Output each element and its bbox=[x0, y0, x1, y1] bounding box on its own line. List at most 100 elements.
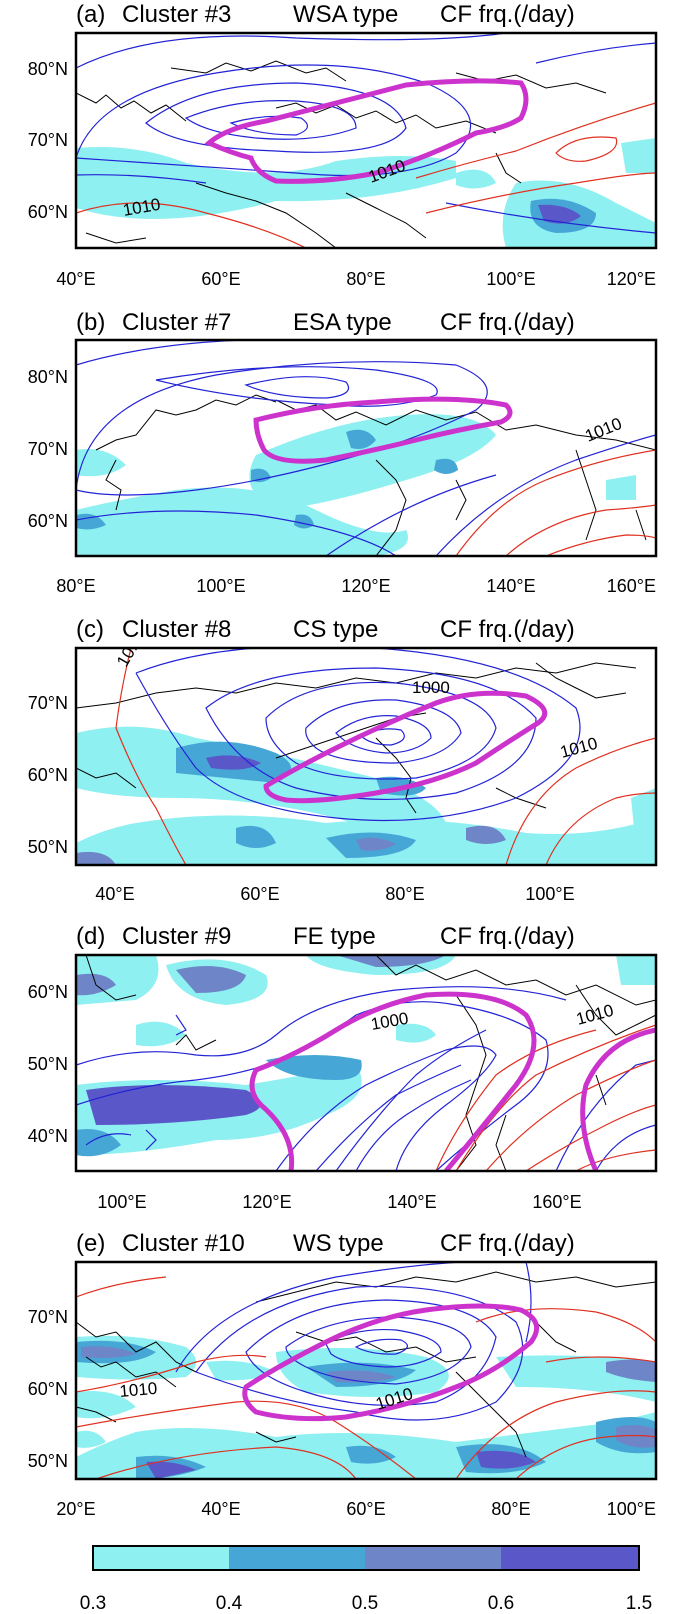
highlight-region-outline bbox=[249, 991, 656, 1171]
panel-a-cluster: Cluster #3 bbox=[122, 1, 231, 28]
lat-label: 60°N bbox=[28, 765, 68, 785]
panel-b-type: ESA type bbox=[293, 309, 392, 336]
low-pressure-isobars bbox=[135, 648, 581, 822]
contour-label: 1010 bbox=[574, 1001, 615, 1029]
lon-label: 20°E bbox=[56, 1499, 95, 1519]
lat-label: 60°N bbox=[28, 511, 68, 531]
lon-label: 100°E bbox=[486, 269, 535, 289]
panel-e-cluster: Cluster #10 bbox=[122, 1230, 245, 1257]
lon-label: 120°E bbox=[242, 1192, 291, 1212]
lon-label: 100°E bbox=[525, 884, 574, 904]
highlight-region-outline bbox=[253, 396, 513, 464]
contour-label: 1010 bbox=[119, 1379, 158, 1401]
lon-label: 100°E bbox=[97, 1192, 146, 1212]
panel-b-tag: (b) bbox=[76, 309, 105, 336]
lon-label: 40°E bbox=[95, 884, 134, 904]
highlight-region-outline bbox=[242, 1303, 540, 1422]
lon-label: 160°E bbox=[607, 576, 656, 596]
panel-a-frame bbox=[74, 31, 658, 250]
cf-frequency-shading bbox=[76, 1335, 656, 1479]
colorbar-tick: 0.6 bbox=[488, 1593, 514, 1614]
lon-label: 80°E bbox=[491, 1499, 530, 1519]
panel-a: (a) Cluster #3 WSA type CF frq.(/day) bbox=[28, 1, 658, 289]
panel-c: (c) Cluster #8 CS type CF frq.(/day) bbox=[28, 616, 658, 904]
high-pressure-isobars bbox=[435, 1024, 656, 1171]
lat-label: 60°N bbox=[28, 202, 68, 222]
lon-label: 140°E bbox=[486, 576, 535, 596]
colorbar-tick: 0.4 bbox=[216, 1593, 243, 1614]
panel-e-frame bbox=[74, 1260, 658, 1481]
panel-e-map: 1010 1010 bbox=[76, 1262, 656, 1479]
panel-c-field: CF frq.(/day) bbox=[440, 616, 575, 643]
panel-d-cluster: Cluster #9 bbox=[122, 923, 231, 950]
lat-label: 70°N bbox=[28, 439, 68, 459]
lat-label: 50°N bbox=[28, 1451, 68, 1471]
panel-b-cluster: Cluster #7 bbox=[122, 309, 231, 336]
lon-label: 80°E bbox=[346, 269, 385, 289]
lon-label: 60°E bbox=[240, 884, 279, 904]
lon-label: 40°E bbox=[56, 269, 95, 289]
lon-label: 120°E bbox=[341, 576, 390, 596]
panel-a-type: WSA type bbox=[293, 1, 398, 28]
lat-label: 70°N bbox=[28, 130, 68, 150]
panel-e-type: WS type bbox=[293, 1230, 384, 1257]
colorbar-tick: 0.3 bbox=[80, 1593, 106, 1614]
panel-b: (b) Cluster #7 ESA type CF frq.(/day) bbox=[28, 309, 658, 596]
lat-label: 80°N bbox=[28, 59, 68, 79]
panel-a-field: CF frq.(/day) bbox=[440, 1, 575, 28]
high-pressure-isobars bbox=[455, 449, 656, 556]
lat-label: 50°N bbox=[28, 1054, 68, 1074]
high-pressure-isobars bbox=[115, 648, 656, 865]
lat-label: 40°N bbox=[28, 1126, 68, 1146]
panel-b-map: 1010 bbox=[76, 340, 656, 556]
colorbar-frame bbox=[92, 1545, 640, 1571]
colorbar-segment bbox=[365, 1546, 501, 1570]
lon-label: 80°E bbox=[385, 884, 424, 904]
low-pressure-isobars bbox=[76, 340, 656, 556]
highlight-region-outline bbox=[263, 690, 548, 804]
lon-label: 80°E bbox=[56, 576, 95, 596]
high-pressure-isobars bbox=[76, 102, 656, 248]
panel-c-map: 1010 1000 1010 bbox=[76, 648, 656, 865]
panel-c-type: CS type bbox=[293, 616, 378, 643]
panel-e-tag: (e) bbox=[76, 1230, 105, 1257]
contour-label: 1000 bbox=[412, 678, 450, 697]
lat-label: 80°N bbox=[28, 367, 68, 387]
panel-d-type: FE type bbox=[293, 923, 376, 950]
low-pressure-isobars bbox=[76, 33, 656, 234]
panel-c-cluster: Cluster #8 bbox=[122, 616, 231, 643]
high-pressure-isobars bbox=[76, 1276, 656, 1479]
panel-b-frame bbox=[74, 338, 658, 558]
panel-d-field: CF frq.(/day) bbox=[440, 923, 575, 950]
lat-label: 70°N bbox=[28, 693, 68, 713]
lon-label: 40°E bbox=[201, 1499, 240, 1519]
panel-c-tag: (c) bbox=[76, 616, 104, 643]
contour-label: 1010 bbox=[558, 734, 599, 762]
cf-frequency-shading bbox=[76, 138, 656, 248]
colorbar: 0.3 0.4 0.5 0.6 1.5 bbox=[80, 1545, 652, 1614]
lon-label: 100°E bbox=[196, 576, 245, 596]
lat-label: 60°N bbox=[28, 1379, 68, 1399]
lon-label: 160°E bbox=[532, 1192, 581, 1212]
panel-c-frame bbox=[74, 646, 658, 867]
highlight-region-outline bbox=[204, 78, 529, 184]
cf-frequency-shading bbox=[76, 726, 656, 865]
lat-label: 50°N bbox=[28, 837, 68, 857]
colorbar-segment bbox=[93, 1546, 229, 1570]
lon-label: 140°E bbox=[387, 1192, 436, 1212]
colorbar-tick: 1.5 bbox=[626, 1593, 652, 1614]
cf-frequency-shading bbox=[76, 955, 656, 1157]
panel-a-tag: (a) bbox=[76, 1, 105, 28]
lat-label: 70°N bbox=[28, 1307, 68, 1327]
lon-label: 60°E bbox=[346, 1499, 385, 1519]
colorbar-tick: 0.5 bbox=[352, 1593, 378, 1614]
low-pressure-isobars bbox=[76, 986, 656, 1171]
panel-d-map: 1000 1010 bbox=[76, 955, 656, 1171]
low-pressure-isobars bbox=[175, 1262, 532, 1421]
lon-label: 100°E bbox=[607, 1499, 656, 1519]
coastlines bbox=[76, 1271, 656, 1458]
panel-e: (e) Cluster #10 WS type CF frq.(/day) bbox=[28, 1230, 658, 1519]
lon-label: 120°E bbox=[607, 269, 656, 289]
panel-d-tag: (d) bbox=[76, 923, 105, 950]
lon-label: 60°E bbox=[201, 269, 240, 289]
